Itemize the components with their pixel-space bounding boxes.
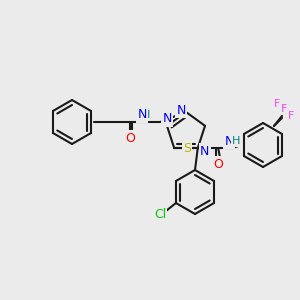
Text: S: S xyxy=(183,142,191,155)
Text: N: N xyxy=(176,103,186,116)
Text: O: O xyxy=(125,131,135,145)
Text: F: F xyxy=(274,99,280,109)
Text: N: N xyxy=(137,109,147,122)
Text: H: H xyxy=(142,110,150,120)
Text: H: H xyxy=(232,136,240,146)
Text: O: O xyxy=(213,158,223,171)
Text: F: F xyxy=(281,104,287,114)
Text: N: N xyxy=(225,135,234,148)
Text: F: F xyxy=(288,111,294,121)
Text: N: N xyxy=(200,145,209,158)
Text: Cl: Cl xyxy=(154,208,166,221)
Text: N: N xyxy=(162,112,172,125)
